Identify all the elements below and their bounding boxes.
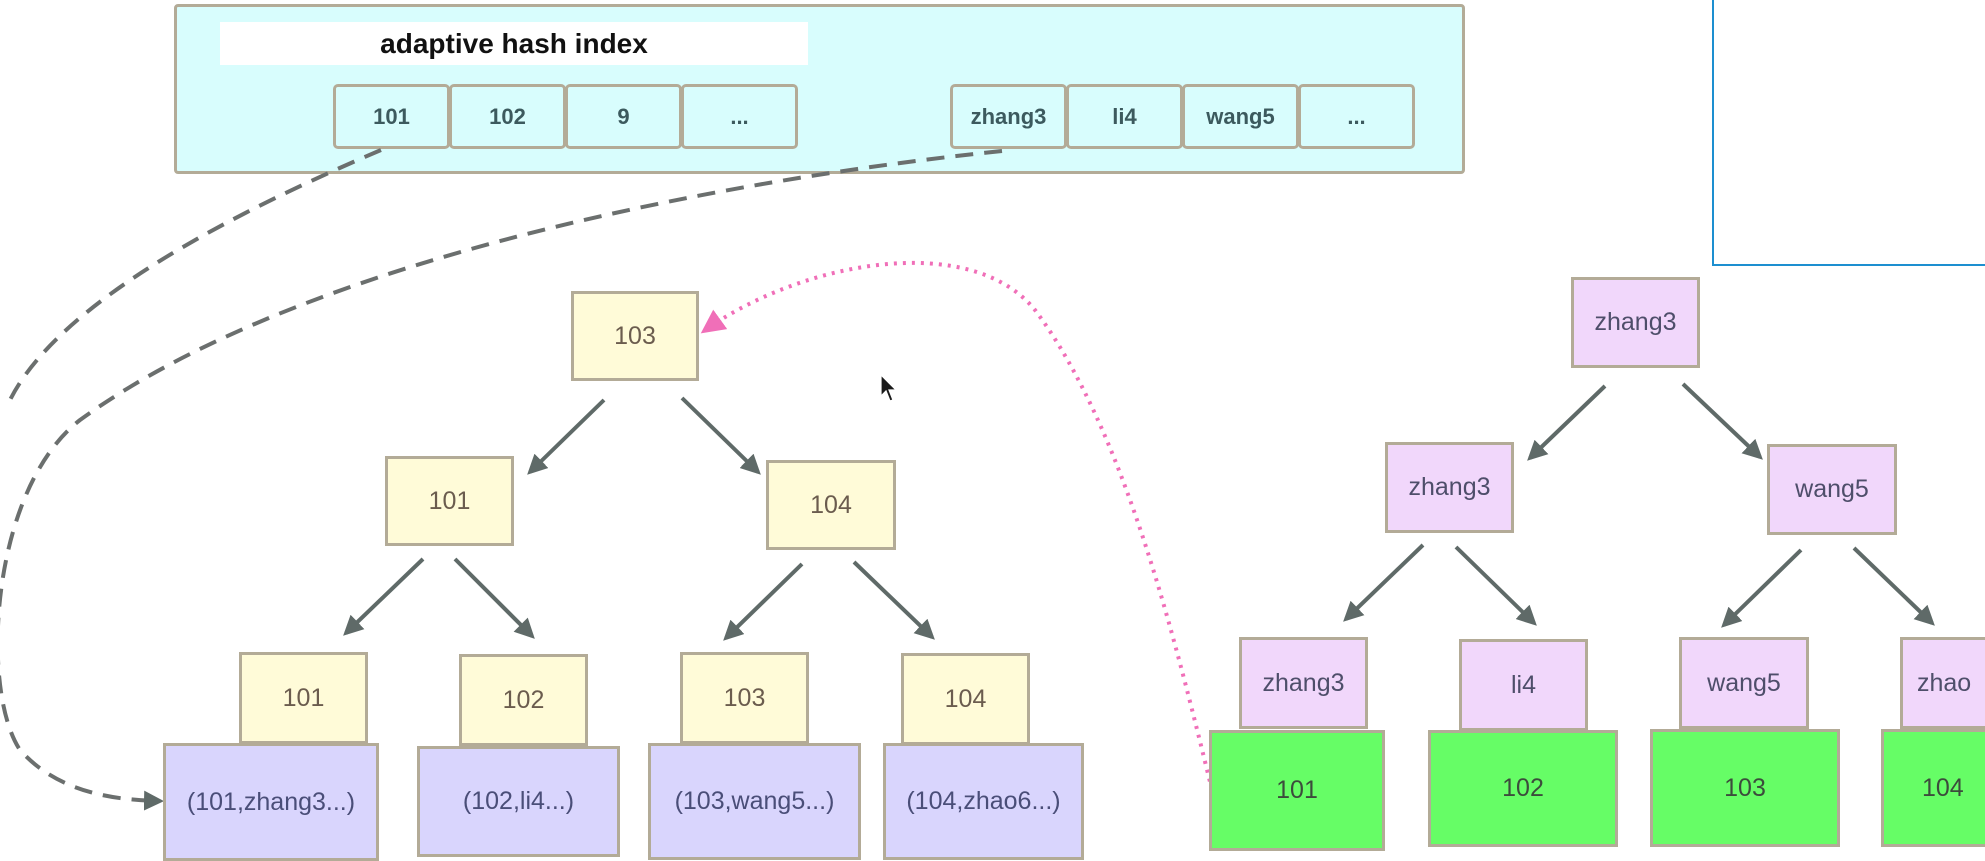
tree-node: 103 — [571, 291, 699, 381]
tree-leaf-node: zhao — [1900, 637, 1985, 729]
hash-cell: li4 — [1066, 84, 1183, 149]
hash-cell: wang5 — [1182, 84, 1299, 149]
tree-node: zhang3 — [1385, 442, 1514, 533]
tree-node: wang5 — [1767, 444, 1897, 535]
hash-cell: ... — [681, 84, 798, 149]
tree-leaf-node: 102 — [459, 654, 588, 746]
mouse-pointer-icon — [880, 374, 898, 402]
hash-cell: ... — [1298, 84, 1415, 149]
hash-cell: 101 — [333, 84, 450, 149]
hash-cell: zhang3 — [950, 84, 1067, 149]
blue-frame — [1712, 0, 1985, 266]
hash-index-title: adaptive hash index — [380, 28, 648, 59]
hash-cell: 9 — [565, 84, 682, 149]
id-leaf-node: 103 — [1650, 729, 1840, 847]
record-node: (103,wang5...) — [648, 743, 861, 860]
id-leaf-node: 102 — [1428, 730, 1618, 847]
record-node: (102,li4...) — [417, 746, 620, 857]
tree-leaf-node: wang5 — [1679, 637, 1809, 729]
id-leaf-node: 104 — [1881, 729, 1985, 847]
tree-leaf-node: li4 — [1459, 639, 1588, 731]
record-node: (104,zhao6...) — [883, 743, 1084, 860]
tree-leaf-node: 103 — [680, 652, 809, 744]
tree-node: 101 — [385, 456, 514, 546]
tree-leaf-node: zhang3 — [1239, 637, 1368, 729]
tree-leaf-node: 101 — [239, 652, 368, 744]
record-node: (101,zhang3...) — [163, 743, 379, 861]
tree-leaf-node: 104 — [901, 653, 1030, 745]
hash-title-background — [220, 22, 808, 65]
tree-node: zhang3 — [1571, 277, 1700, 368]
hash-cell: 102 — [449, 84, 566, 149]
tree-node: 104 — [766, 460, 896, 550]
id-leaf-node: 101 — [1209, 730, 1385, 851]
